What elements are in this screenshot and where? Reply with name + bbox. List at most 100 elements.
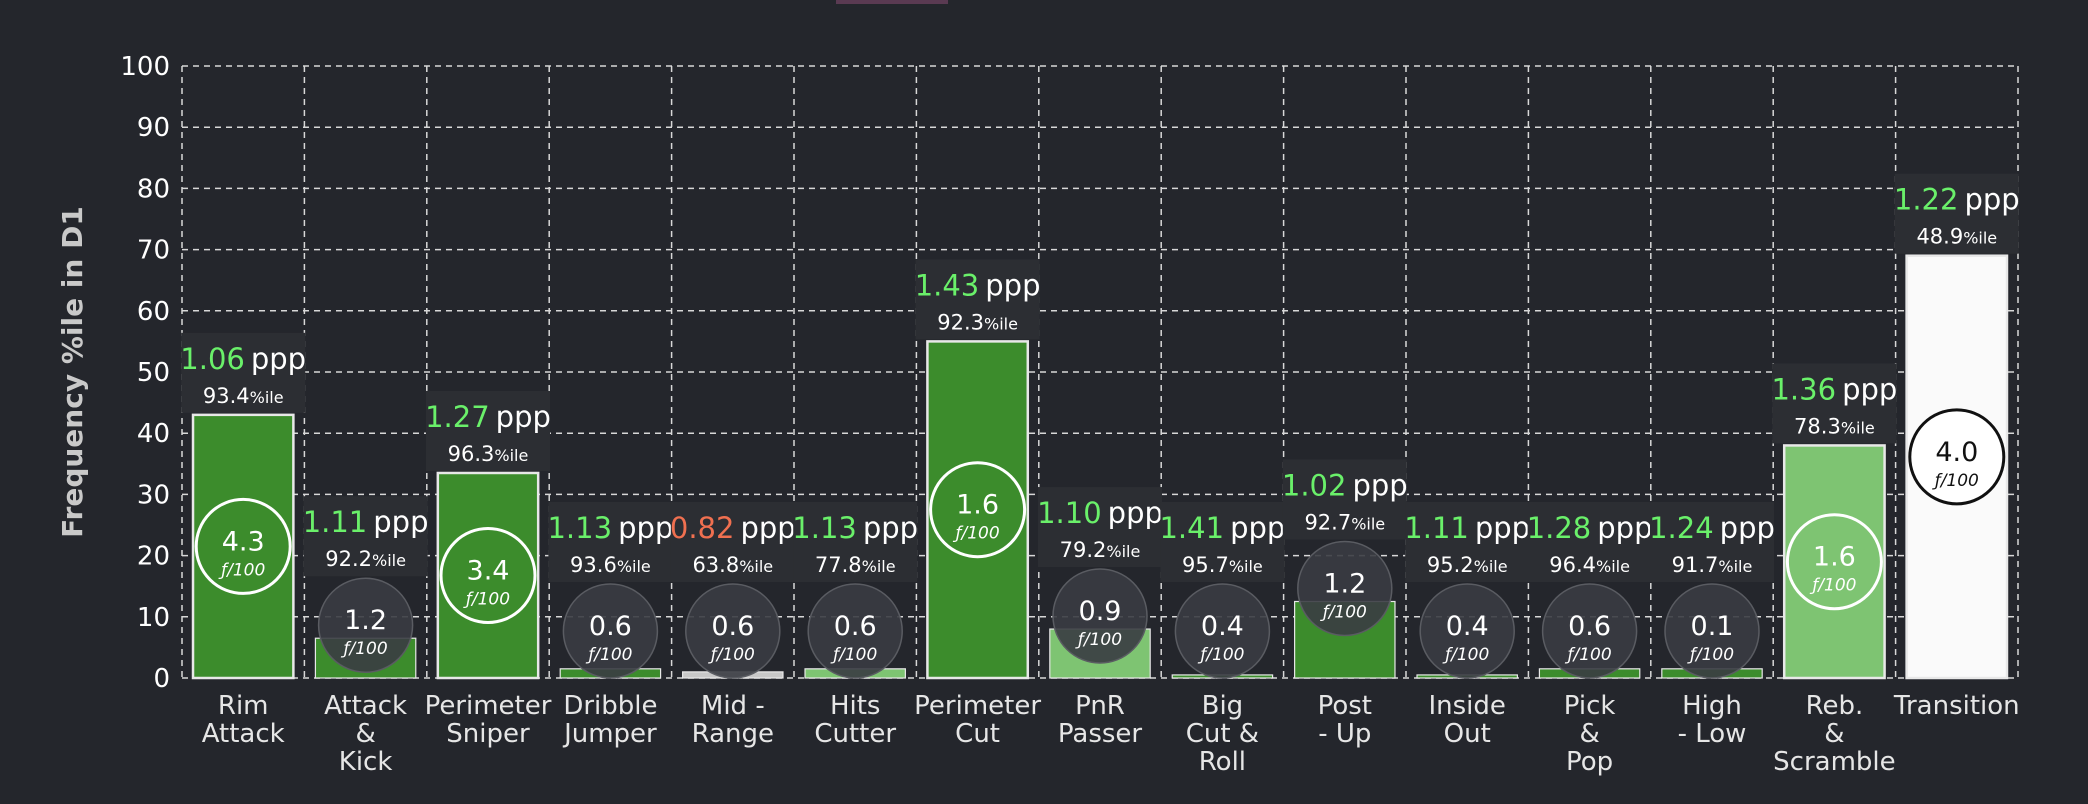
pctile-unit-mid-range: %ile [739,557,773,576]
x-tick-label-hits-cutter: Cutter [814,719,896,749]
y-tick-label: 0 [153,664,170,694]
freq-unit-perimeter-cut: ƒ/100 [953,524,1000,544]
pctile-value-big-cut-roll: 95.7 [1182,553,1229,577]
ppp-label-big-cut-roll: 1.41 ppp [1159,511,1285,545]
freq-unit-transition: ƒ/100 [1932,471,1979,491]
label-box-perimeter-sniper [426,390,550,471]
freq-unit-big-cut-roll: ƒ/100 [1197,645,1244,665]
ppp-unit-perimeter-sniper: ppp [496,400,551,434]
ppp-value-post-up: 1.02 [1282,469,1347,503]
label-box-high-low [1650,502,1774,582]
label-box-attack-kick [303,496,428,577]
pctile-value-dribble-jumper: 93.6 [570,553,617,577]
freq-value-post-up: 1.2 [1323,569,1366,600]
x-tick-label-high-low: High [1682,691,1742,721]
y-tick-label: 70 [137,236,170,266]
freq-bubble-perimeter-cut [929,461,1027,559]
label-box-pnr-passer [1038,487,1162,568]
freq-bubble-attack-kick [317,577,414,673]
ppp-label-perimeter-sniper: 1.27 ppp [425,400,551,434]
pctile-label-pnr-passer: 79.2%ile [1060,538,1141,562]
pctile-unit-high-low: %ile [1718,557,1752,576]
freq-value-dribble-jumper: 0.6 [589,611,632,642]
pctile-unit-reb-scramble: %ile [1841,418,1875,437]
ppp-label-reb-scramble: 1.36 ppp [1771,372,1897,406]
ppp-label-inside-out: 1.11 ppp [1404,511,1530,545]
pctile-unit-hits-cutter: %ile [862,557,896,576]
ppp-label-rim-attack: 1.06 ppp [180,342,306,376]
label-box-hits-cutter [793,502,918,582]
freq-bubble-transition [1908,408,2006,506]
freq-unit-pnr-passer: ƒ/100 [1075,630,1122,650]
pctile-label-dribble-jumper: 93.6%ile [570,553,651,577]
ppp-unit-hits-cutter: ppp [863,511,918,545]
x-tick-label-mid-range: Mid - [701,691,765,721]
freq-bubble-pick-pop [1541,583,1638,679]
x-tick-label-inside-out: Inside [1428,691,1505,721]
ppp-value-hits-cutter: 1.13 [792,511,857,545]
pctile-label-mid-range: 63.8%ile [692,553,773,577]
x-tick-label-big-cut-roll: Roll [1199,747,1246,777]
freq-bubble-big-cut-roll [1174,583,1271,679]
pctile-unit-transition: %ile [1963,229,1997,248]
x-tick-label-mid-range: Range [692,719,774,749]
freq-bubble-post-up [1297,540,1393,637]
ppp-value-reb-scramble: 1.36 [1771,372,1836,406]
label-box-rim-attack [181,332,306,413]
pctile-label-reb-scramble: 78.3%ile [1794,414,1875,438]
freq-value-hits-cutter: 0.6 [834,611,877,642]
ppp-value-pnr-passer: 1.10 [1037,496,1102,530]
ppp-unit-rim-attack: ppp [251,342,306,376]
pctile-label-transition: 48.9%ile [1916,225,1997,249]
pctile-value-rim-attack: 93.4 [203,384,250,408]
x-tick-label-transition: Transition [1893,691,2020,721]
pctile-unit-perimeter-cut: %ile [984,314,1018,333]
y-tick-label: 40 [137,419,170,449]
pctile-unit-attack-kick: %ile [372,551,406,570]
ppp-unit-reb-scramble: ppp [1842,372,1897,406]
y-tick-label: 50 [137,358,170,388]
x-tick-label-pnr-passer: PnR [1075,691,1125,721]
freq-value-reb-scramble: 1.6 [1813,542,1856,573]
ppp-unit-pnr-passer: ppp [1108,496,1163,530]
ppp-unit-attack-kick: ppp [373,505,428,539]
freq-unit-pick-pop: ƒ/100 [1565,645,1612,665]
label-box-pick-pop [1527,502,1652,582]
pctile-value-inside-out: 95.2 [1427,553,1474,577]
label-box-dribble-jumper [548,502,673,582]
x-tick-label-big-cut-roll: Cut & [1186,719,1259,749]
x-tick-label-big-cut-roll: Big [1202,691,1244,721]
pctile-unit-post-up: %ile [1351,515,1385,534]
y-tick-label: 30 [137,480,170,510]
ppp-value-perimeter-sniper: 1.27 [425,400,490,434]
y-tick-label: 80 [137,174,170,204]
x-axis-tick-labels: RimAttackAttack&KickPerimeterSniperDribb… [202,691,2020,777]
y-tick-label: 100 [120,52,170,82]
top-tab-indicator[interactable] [836,0,948,4]
pctile-label-hits-cutter: 77.8%ile [815,553,896,577]
x-tick-label-post-up: - Up [1318,719,1371,749]
ppp-value-mid-range: 0.82 [670,511,735,545]
ppp-value-transition: 1.22 [1894,183,1959,217]
pctile-label-post-up: 92.7%ile [1304,511,1385,535]
ppp-label-attack-kick: 1.11 ppp [303,505,429,539]
pctile-unit-perimeter-sniper: %ile [494,446,528,465]
ppp-unit-post-up: ppp [1352,469,1407,503]
ppp-value-attack-kick: 1.11 [303,505,368,539]
ppp-value-inside-out: 1.11 [1404,511,1469,545]
label-box-reb-scramble [1772,363,1897,444]
ppp-value-dribble-jumper: 1.13 [547,511,612,545]
ppp-unit-inside-out: ppp [1475,511,1530,545]
x-tick-label-pick-pop: Pop [1566,747,1613,777]
x-tick-label-reb-scramble: & [1824,719,1844,749]
pctile-value-hits-cutter: 77.8 [815,553,862,577]
x-tick-label-attack-kick: Attack [324,691,407,721]
pctile-value-high-low: 91.7 [1672,553,1719,577]
freq-value-pnr-passer: 0.9 [1079,596,1122,627]
freq-bubble-inside-out [1419,583,1515,679]
ppp-unit-transition: ppp [1964,183,2019,217]
pctile-value-perimeter-cut: 92.3 [937,310,984,334]
ppp-value-high-low: 1.24 [1649,511,1714,545]
